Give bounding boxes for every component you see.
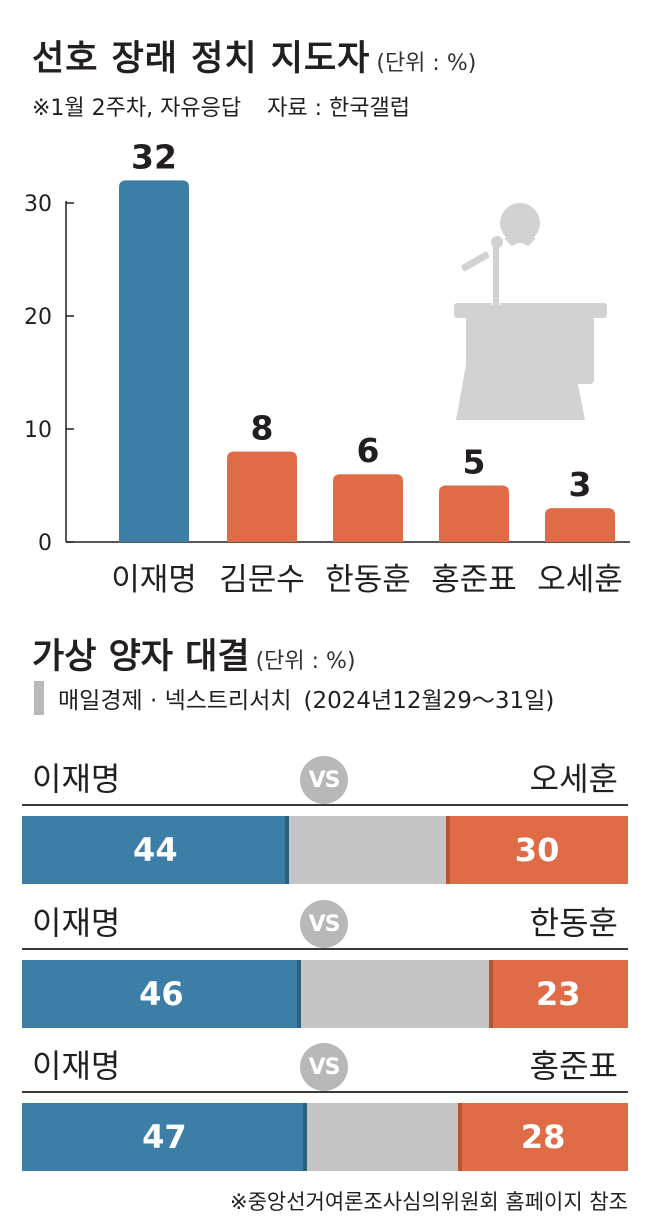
bar bbox=[545, 508, 615, 542]
left-value-segment: 46 bbox=[22, 960, 301, 1028]
y-tick-label: 0 bbox=[38, 531, 52, 556]
left-candidate: 이재명 bbox=[32, 904, 121, 942]
data-label: 32 bbox=[131, 137, 177, 176]
right-candidate: 홍준표 bbox=[529, 1047, 618, 1085]
matchup: 이재명 VS 홍준표 47 28 bbox=[22, 1035, 628, 1171]
section2-title: 가상 양자 대결 (단위 : %) bbox=[32, 637, 356, 677]
bars bbox=[119, 180, 615, 542]
section2-subtitle: 매일경제 · 넥스트리서치 (2024년12월29～31일) bbox=[34, 680, 554, 716]
neutral-segment bbox=[288, 816, 447, 884]
vs-badge: VS bbox=[300, 900, 348, 948]
labels: 32 이재명 8 김문수 6 한동훈 5 홍준표 3 오세훈 bbox=[111, 137, 623, 598]
category-label: 이재명 bbox=[111, 562, 197, 598]
matchup-header: 이재명 VS 홍준표 bbox=[22, 1035, 628, 1093]
source-label: 자료 : 한국갤럽 bbox=[267, 96, 410, 121]
chart-title: 선호 장래 정치 지도자 (단위 : %) bbox=[32, 39, 477, 79]
data-label: 3 bbox=[569, 465, 592, 504]
bar bbox=[333, 474, 403, 542]
neutral-segment bbox=[306, 1103, 459, 1171]
vs-badge: VS bbox=[300, 1043, 348, 1091]
divider bbox=[22, 948, 628, 950]
category-label: 오세훈 bbox=[537, 562, 623, 598]
divider bbox=[22, 1091, 628, 1093]
matchup-header: 이재명 VS 오세훈 bbox=[22, 748, 628, 806]
y-tick-label: 10 bbox=[24, 418, 52, 443]
section2-source: 매일경제 · 넥스트리서치 bbox=[58, 688, 292, 714]
right-value-segment: 28 bbox=[458, 1103, 628, 1171]
chart-note: ※1월 2주차, 자유응답 자료 : 한국갤럽 bbox=[32, 90, 410, 122]
left-candidate: 이재명 bbox=[32, 1047, 121, 1085]
left-candidate: 이재명 bbox=[32, 760, 121, 798]
right-value-segment: 23 bbox=[488, 960, 628, 1028]
left-value-segment: 44 bbox=[22, 816, 289, 884]
unit-label: (단위 : %) bbox=[376, 51, 477, 76]
accent-bar bbox=[34, 681, 44, 715]
category-label: 한동훈 bbox=[325, 562, 411, 598]
section2-unit: (단위 : %) bbox=[255, 649, 356, 674]
matchup: 이재명 VS 오세훈 44 30 bbox=[22, 748, 628, 884]
matchup-header: 이재명 VS 한동훈 bbox=[22, 892, 628, 950]
matchup-bar: 47 28 bbox=[22, 1103, 628, 1171]
right-candidate: 한동훈 bbox=[529, 904, 618, 942]
survey-note: ※1월 2주차, 자유응답 bbox=[32, 96, 242, 121]
bar-chart: 0 10 20 30 32 이재명 8 김문수 6 한동훈 5 홍준표 3 오세훈 bbox=[24, 137, 630, 598]
category-label: 홍준표 bbox=[431, 562, 517, 598]
matchup-bar: 44 30 bbox=[22, 816, 628, 884]
divider bbox=[22, 804, 628, 806]
data-label: 8 bbox=[251, 409, 274, 448]
right-value-segment: 30 bbox=[446, 816, 628, 884]
podium-speaker-icon bbox=[454, 203, 607, 420]
right-candidate: 오세훈 bbox=[529, 760, 618, 798]
y-tick-label: 30 bbox=[24, 192, 52, 217]
footnote: ※중앙선거여론조사심의위원회 홈페이지 참조 bbox=[229, 1190, 628, 1214]
matchup: 이재명 VS 한동훈 46 23 bbox=[22, 892, 628, 1028]
matchup-bar: 46 23 bbox=[22, 960, 628, 1028]
data-label: 5 bbox=[463, 443, 486, 482]
bar bbox=[227, 451, 297, 542]
section2-date: (2024년12월29～31일) bbox=[303, 688, 555, 714]
bar bbox=[119, 180, 189, 542]
bar bbox=[439, 485, 509, 542]
y-tick-label: 20 bbox=[24, 305, 52, 330]
data-label: 6 bbox=[357, 431, 380, 470]
vs-badge: VS bbox=[300, 756, 348, 804]
neutral-segment bbox=[300, 960, 489, 1028]
left-value-segment: 47 bbox=[22, 1103, 307, 1171]
category-label: 김문수 bbox=[219, 562, 305, 598]
